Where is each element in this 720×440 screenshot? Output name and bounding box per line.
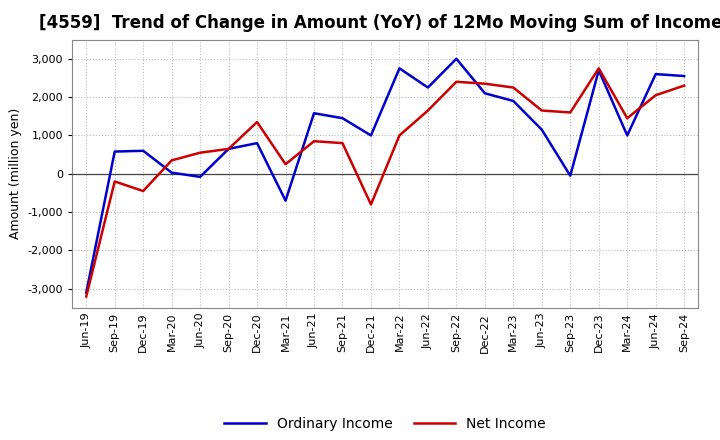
Net Income: [366, 202, 375, 207]
Line: Net Income: Net Income: [86, 68, 684, 297]
Net Income: [623, 116, 631, 121]
Ordinary Income: [110, 149, 119, 154]
Ordinary Income: [452, 56, 461, 62]
Net Income: [395, 133, 404, 138]
Net Income: [480, 81, 489, 86]
Ordinary Income: [423, 85, 432, 90]
Ordinary Income: [652, 71, 660, 77]
Legend: Ordinary Income, Net Income: Ordinary Income, Net Income: [225, 417, 546, 431]
Net Income: [423, 108, 432, 113]
Net Income: [82, 294, 91, 299]
Ordinary Income: [310, 110, 318, 116]
Net Income: [509, 85, 518, 90]
Ordinary Income: [623, 133, 631, 138]
Ordinary Income: [338, 116, 347, 121]
Title: [4559]  Trend of Change in Amount (YoY) of 12Mo Moving Sum of Incomes: [4559] Trend of Change in Amount (YoY) o…: [38, 15, 720, 33]
Net Income: [196, 150, 204, 155]
Net Income: [652, 92, 660, 98]
Ordinary Income: [196, 174, 204, 180]
Ordinary Income: [509, 98, 518, 103]
Net Income: [225, 146, 233, 151]
Ordinary Income: [225, 146, 233, 151]
Ordinary Income: [139, 148, 148, 154]
Net Income: [139, 188, 148, 194]
Net Income: [566, 110, 575, 115]
Net Income: [452, 79, 461, 84]
Net Income: [282, 161, 290, 167]
Ordinary Income: [282, 198, 290, 203]
Y-axis label: Amount (million yen): Amount (million yen): [9, 108, 22, 239]
Ordinary Income: [395, 66, 404, 71]
Ordinary Income: [366, 133, 375, 138]
Ordinary Income: [253, 140, 261, 146]
Net Income: [310, 139, 318, 144]
Line: Ordinary Income: Ordinary Income: [86, 59, 684, 293]
Ordinary Income: [537, 127, 546, 132]
Ordinary Income: [480, 91, 489, 96]
Net Income: [537, 108, 546, 113]
Net Income: [253, 119, 261, 125]
Net Income: [338, 140, 347, 146]
Ordinary Income: [680, 73, 688, 79]
Ordinary Income: [82, 290, 91, 295]
Net Income: [110, 179, 119, 184]
Net Income: [680, 83, 688, 88]
Net Income: [595, 66, 603, 71]
Net Income: [167, 158, 176, 163]
Ordinary Income: [566, 173, 575, 178]
Ordinary Income: [167, 170, 176, 175]
Ordinary Income: [595, 68, 603, 73]
